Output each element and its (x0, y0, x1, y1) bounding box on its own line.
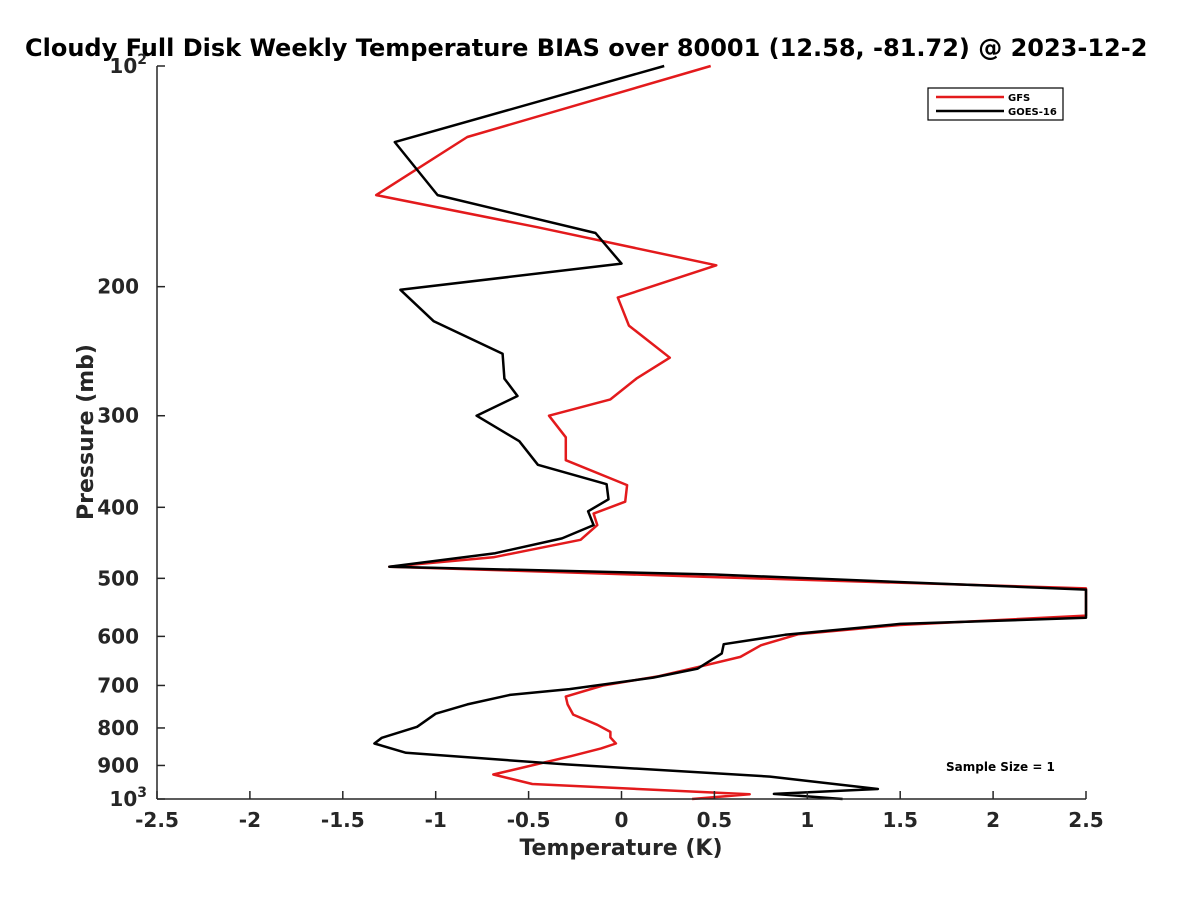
series-layer (373, 64, 1088, 801)
legend-box (927, 87, 1064, 121)
x-tick-label: 1 (800, 808, 814, 832)
sample-size-annotation: Sample Size = 1 (946, 760, 1055, 774)
x-tick-label: 2.5 (1068, 808, 1103, 832)
legend-label-goes16: GOES-16 (1008, 107, 1057, 118)
y-tick-label: 300 (97, 404, 139, 428)
plot-area: -2.5 -2 -1.5 -1 -0.5 0 0.5 1 1.5 2 2.5 102 200 300 40… (97, 52, 1103, 832)
series-line-gfs (374, 64, 1088, 801)
series-line-goes16 (373, 64, 1088, 801)
x-tick-label: -1.5 (321, 808, 365, 832)
chart-title: Cloudy Full Disk Weekly Temperature BIAS… (25, 34, 1147, 62)
x-tick-label: -2 (239, 808, 261, 832)
y-tick-label: 700 (97, 673, 139, 697)
y-tick-label: 103 (109, 785, 147, 811)
y-tick-label: 900 (97, 753, 139, 777)
y-tick-label: 800 (97, 716, 139, 740)
x-axis-ticks: -2.5 -2 -1.5 -1 -0.5 0 0.5 1 1.5 2 2.5 (135, 791, 1104, 832)
x-tick-label: 0 (615, 808, 629, 832)
x-axis-label: Temperature (K) (519, 836, 722, 861)
y-tick-label: 102 (109, 52, 147, 78)
x-tick-label: 2 (986, 808, 1000, 832)
x-tick-label: -0.5 (507, 808, 551, 832)
y-tick-label: 500 (97, 566, 139, 590)
x-tick-label: 1.5 (882, 808, 917, 832)
y-tick-label: 600 (97, 624, 139, 648)
legend-label-gfs: GFS (1008, 93, 1030, 104)
x-tick-label: -1 (425, 808, 447, 832)
y-axis-ticks: 102 200 300 400 500 600 700 800 900 103 (97, 52, 165, 811)
y-axis-label: Pressure (mb) (74, 344, 99, 520)
x-tick-label: -2.5 (135, 808, 179, 832)
legend: GFS GOES-16 (927, 87, 1064, 121)
y-tick-label: 400 (97, 495, 139, 519)
y-tick-label: 200 (97, 275, 139, 299)
x-tick-label: 0.5 (697, 808, 732, 832)
